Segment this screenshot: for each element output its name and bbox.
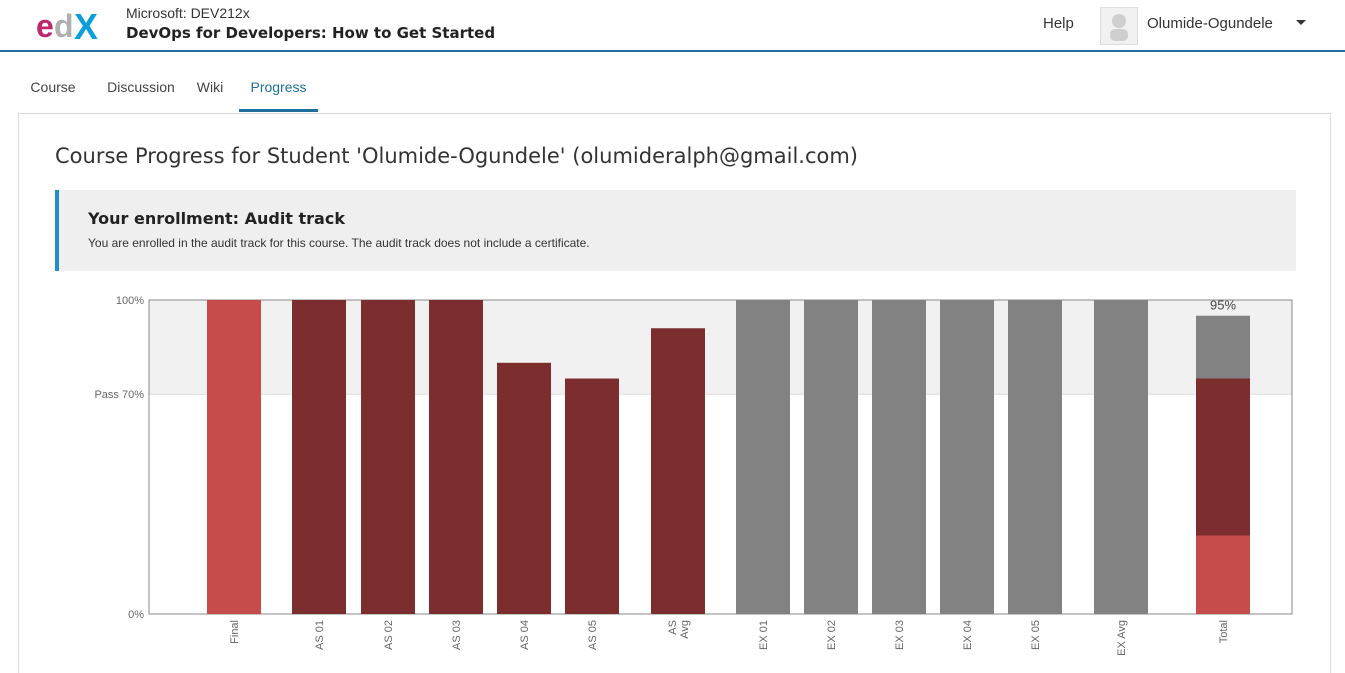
course-title: DevOps for Developers: How to Get Starte… [126, 24, 496, 42]
course-header: e d X Microsoft: DEV212x DevOps for Deve… [0, 0, 1345, 52]
tab-progress[interactable]: Progress [239, 66, 318, 112]
enrollment-title: Your enrollment: Audit track [88, 209, 345, 228]
enrollment-message: You are enrolled in the audit track for … [88, 236, 590, 250]
progress-panel: Course Progress for Student 'Olumide-Ogu… [18, 113, 1331, 673]
course-org: Microsoft: DEV212x [126, 5, 250, 21]
svg-text:X: X [74, 8, 98, 44]
tab-discussion[interactable]: Discussion [107, 79, 175, 95]
page-title: Course Progress for Student 'Olumide-Ogu… [55, 144, 859, 168]
enrollment-notice: Your enrollment: Audit track You are enr… [55, 190, 1296, 271]
username[interactable]: Olumide-Ogundele [1147, 15, 1273, 32]
user-avatar-icon[interactable] [1100, 7, 1138, 45]
svg-text:d: d [54, 8, 74, 44]
tab-wiki[interactable]: Wiki [196, 79, 224, 95]
help-link[interactable]: Help [1043, 15, 1074, 32]
tab-course[interactable]: Course [30, 79, 76, 95]
chevron-down-icon[interactable] [1293, 14, 1309, 30]
edx-logo[interactable]: e d X [36, 8, 110, 44]
svg-text:e: e [36, 8, 54, 44]
